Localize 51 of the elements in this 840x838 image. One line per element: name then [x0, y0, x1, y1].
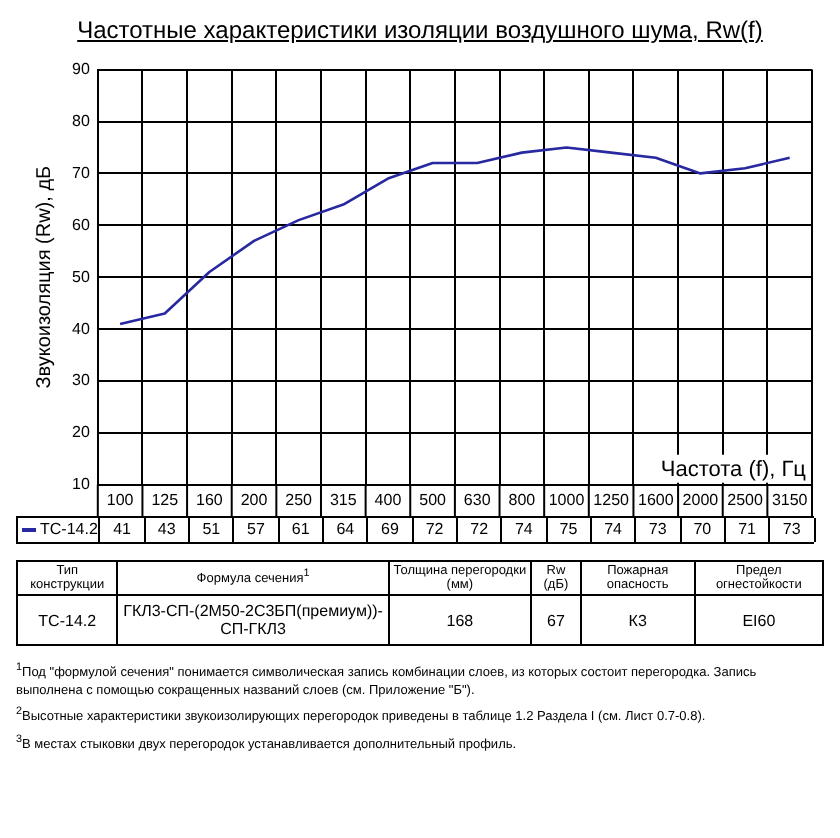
data-label: 51 [200, 520, 223, 538]
data-label: 61 [289, 520, 312, 538]
x-tick-label: 630 [463, 490, 492, 509]
y-tick-label: 30 [71, 371, 91, 390]
data-label: 64 [334, 520, 357, 538]
y-tick-label: 20 [71, 423, 91, 442]
data-label: 72 [468, 520, 491, 538]
text: ГКЛ3-СП-(2М50-2С3БП(премиум))-СП-ГКЛ3 [117, 595, 389, 645]
x-tick-label: 2000 [682, 490, 720, 509]
data-label: 74 [602, 520, 624, 538]
data-label: 74 [512, 520, 535, 538]
data-label: 41 [111, 520, 133, 538]
x-tick-label: 1250 [593, 490, 631, 509]
text: 168 [388, 595, 532, 645]
x-tick-label: 160 [196, 490, 224, 509]
x-tick-label: 3150 [771, 490, 809, 509]
data-label: 69 [379, 520, 401, 538]
text: 67 [531, 595, 581, 645]
y-tick-label: 10 [71, 475, 91, 494]
data-label: 75 [557, 520, 580, 538]
x-tick-label: 400 [374, 490, 403, 509]
x-tick-label: 125 [151, 490, 180, 509]
x-tick-label: 250 [285, 490, 314, 509]
chart-title: Частотные характеристики изоляции воздушного шума, Rw(f) [75, 16, 765, 44]
y-axis-title: Звукоизоляция (Rw), дБ [33, 164, 56, 389]
x-tick-label: 100 [106, 490, 135, 509]
text: EI60 [694, 595, 823, 645]
data-label: 57 [245, 520, 267, 538]
x-tick-label: 800 [508, 490, 537, 509]
y-tick-label: 50 [71, 267, 91, 286]
x-tick-label: 315 [329, 490, 358, 509]
legend-label: ТС-14.2 [40, 520, 98, 538]
x-tick-label: 1600 [637, 490, 675, 509]
data-label: 73 [780, 520, 803, 538]
text: К3 [580, 595, 695, 645]
y-tick-label: 60 [71, 215, 91, 234]
data-label: 43 [155, 520, 178, 538]
data-label: 73 [646, 520, 669, 538]
data-label: 72 [423, 520, 446, 538]
data-label: 70 [691, 520, 714, 538]
y-tick-label: 40 [71, 319, 91, 338]
x-axis-title: Частота (f), Гц [660, 457, 808, 482]
y-tick-label: 90 [71, 60, 91, 79]
x-tick-label: 1000 [548, 490, 586, 509]
text: ТС-14.2 [17, 595, 118, 645]
y-tick-label: 80 [71, 111, 91, 130]
x-tick-label: 2500 [727, 490, 764, 509]
y-tick-label: 70 [71, 163, 91, 182]
x-tick-label: 500 [419, 490, 448, 509]
data-label: 71 [736, 520, 758, 538]
x-tick-label: 200 [240, 490, 269, 509]
